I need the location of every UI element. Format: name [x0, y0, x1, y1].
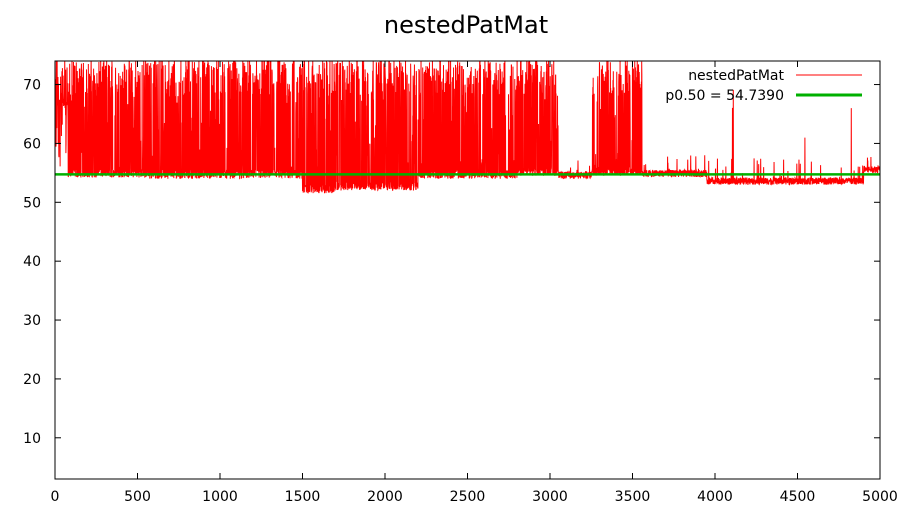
chart-title: nestedPatMat	[384, 11, 548, 39]
axes: 0 500 1000 1500 2000 2500 3000 3500 4000 4500 5000…	[23, 60, 898, 505]
y-tick-label: 20	[23, 372, 41, 388]
legend-label-nestedpatmat: nestedPatMat	[688, 68, 784, 84]
x-tick-label: 1500	[285, 489, 321, 505]
x-tick-label: 5000	[862, 489, 898, 505]
legend: nestedPatMat p0.50 = 54.7390	[665, 68, 862, 104]
x-tick-label: 3500	[615, 489, 651, 505]
x-tick-label: 2000	[367, 489, 403, 505]
x-tick-label: 0	[51, 489, 60, 505]
plot-area	[55, 61, 880, 194]
y-tick-label: 60	[23, 136, 41, 152]
y-tick-label: 40	[23, 254, 41, 270]
y-tick-label: 70	[23, 78, 41, 94]
y-tick-label: 30	[23, 313, 41, 329]
x-tick-label: 3000	[532, 489, 568, 505]
x-tick-label: 500	[124, 489, 151, 505]
x-tick-label: 4000	[697, 489, 733, 505]
x-tick-label: 4500	[780, 489, 816, 505]
x-tick-label: 2500	[450, 489, 486, 505]
y-tick-label: 50	[23, 195, 41, 211]
x-tick-label: 1000	[202, 489, 238, 505]
legend-label-median: p0.50 = 54.7390	[665, 88, 784, 104]
y-tick-label: 10	[23, 431, 41, 447]
